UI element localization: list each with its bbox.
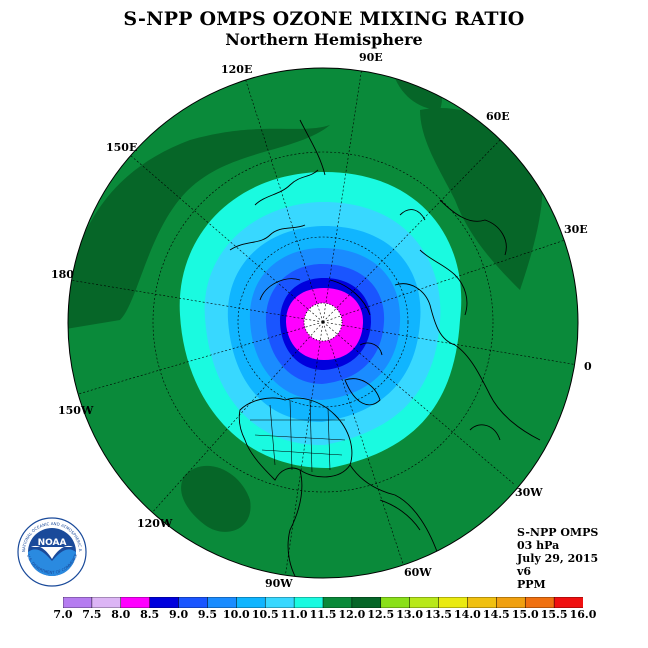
- lon-label-150w: 150W: [58, 404, 94, 417]
- graticule: [69, 68, 578, 578]
- colorbar-swatch: [438, 597, 469, 608]
- colorbar-swatch: [524, 597, 555, 608]
- info-level: 03 hPa: [517, 539, 560, 552]
- info-version: v6: [517, 565, 532, 578]
- ozone-band-12-patch: [420, 108, 543, 290]
- lon-label-120e: 120E: [221, 63, 253, 76]
- colorbar-swatch: [293, 597, 324, 608]
- noaa-logo-text: NOAA: [38, 538, 67, 548]
- colorbar-tick-label: 7.5: [82, 608, 102, 621]
- colorbar-tick-label: 13.5: [425, 608, 452, 621]
- colorbar-swatch: [207, 597, 238, 608]
- ozone-field: [68, 68, 578, 578]
- colorbar-tick-label: 7.0: [53, 608, 73, 621]
- polar-night-stipple: [303, 302, 343, 342]
- colorbar-tick-label: 8.5: [140, 608, 160, 621]
- colorbar-tick-label: 15.5: [540, 608, 568, 621]
- colorbar-tick-label: 9.0: [168, 608, 189, 621]
- colorbar-swatch: [553, 597, 583, 608]
- coastlines: [229, 119, 541, 578]
- info-product: S-NPP OMPS: [517, 526, 599, 539]
- colorbar-tick-label: 11.5: [309, 608, 337, 621]
- colorbar-tick-label: 15.0: [511, 608, 539, 621]
- lon-label-30e: 30E: [564, 223, 588, 236]
- colorbar-tick-label: 14.5: [482, 608, 510, 621]
- colorbar-swatch: [178, 597, 209, 608]
- lon-label-120w: 120W: [137, 517, 173, 530]
- info-date: July 29, 2015: [517, 552, 599, 565]
- colorbar-tick-label: 10.5: [251, 608, 279, 621]
- colorbar-swatch: [467, 597, 498, 608]
- colorbar-swatch: [496, 597, 526, 608]
- lon-label-0: 0: [584, 360, 592, 373]
- page-subtitle: Northern Hemisphere: [225, 30, 423, 49]
- colorbar-tick-label: 12.0: [338, 608, 366, 621]
- colorbar-swatch: [264, 597, 295, 608]
- colorbar-swatch: [322, 597, 353, 608]
- colorbar-tick-label: 9.5: [197, 608, 217, 621]
- colorbar-swatch: [63, 597, 93, 608]
- colorbar-tick-label: 12.5: [367, 608, 395, 621]
- page-title: S-NPP OMPS OZONE MIXING RATIO: [123, 8, 525, 30]
- colorbar-swatch: [149, 597, 180, 608]
- noaa-logo: NOAA NATIONAL OCEANIC AND ATMOSPHERIC AD…: [17, 517, 87, 587]
- ozone-band-12-patch: [181, 465, 251, 532]
- colorbar-tick-label: 14.0: [454, 608, 481, 621]
- colorbar-tick-label: 13.0: [396, 608, 424, 621]
- colorbar-tick-label: 16.0: [569, 608, 597, 621]
- info-units: PPM: [517, 578, 546, 591]
- state-borders: [250, 399, 346, 473]
- colorbar-tick-label: 8.0: [111, 608, 131, 621]
- lon-label-90e: 90E: [359, 51, 383, 64]
- lon-label-30w: 30W: [515, 486, 543, 499]
- ozone-band-12-patch: [68, 125, 330, 330]
- colorbar-tick-label: 10.0: [222, 608, 250, 621]
- lon-label-90w: 90W: [265, 577, 293, 590]
- colorbar-swatch: [380, 597, 411, 608]
- colorbar-swatch: [120, 597, 151, 608]
- colorbar-swatch: [91, 597, 122, 608]
- lon-label-150e: 150E: [106, 141, 138, 154]
- colorbar-swatch: [409, 597, 440, 608]
- lon-label-180: 180: [51, 268, 74, 281]
- product-info: S-NPP OMPS 03 hPa July 29, 2015 v6 PPM: [517, 526, 598, 591]
- lon-label-60e: 60E: [486, 110, 510, 123]
- map-boundary: [67, 67, 579, 579]
- lon-label-60w: 60W: [404, 566, 432, 579]
- colorbar-tick-label: 11.0: [280, 608, 308, 621]
- colorbar: [63, 597, 583, 608]
- colorbar-swatch: [351, 597, 382, 608]
- colorbar-swatch: [236, 597, 266, 608]
